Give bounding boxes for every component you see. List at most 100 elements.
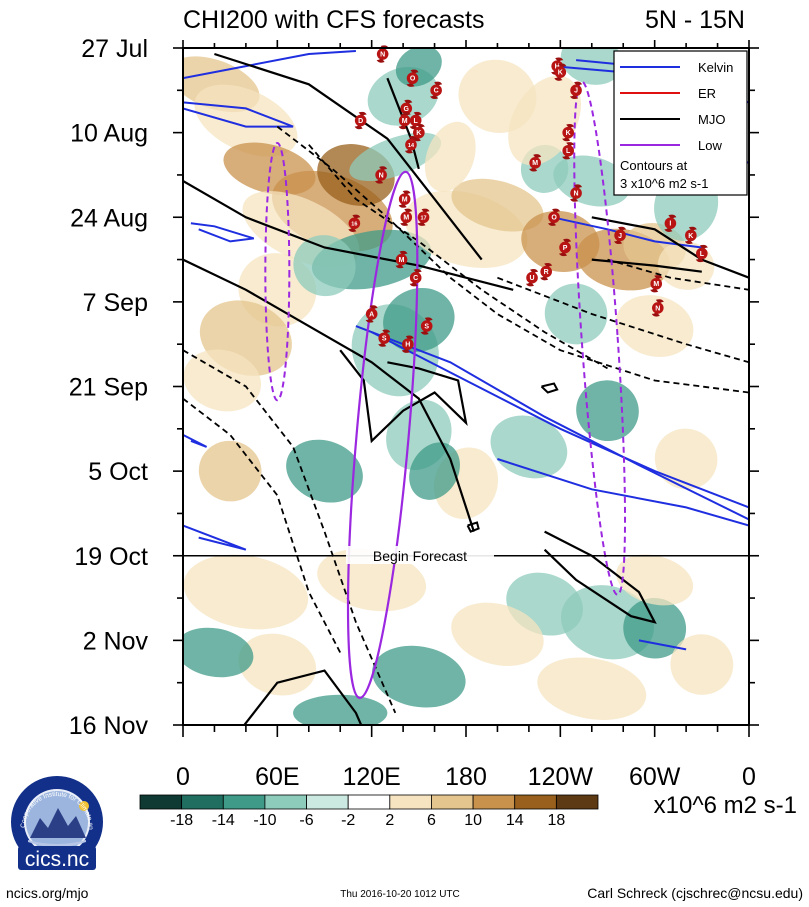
storm-marker: D	[354, 111, 367, 130]
storm-label: M	[653, 281, 659, 288]
legend-label: ER	[698, 86, 716, 101]
storm-label: M	[402, 118, 408, 125]
legend-note-line1: Contours at	[620, 158, 688, 173]
storm-marker: L	[409, 111, 422, 130]
legend-entry: Low	[620, 138, 722, 153]
colorbar-swatch	[222, 794, 266, 810]
chart-title: CHI200 with CFS forecasts	[183, 6, 485, 34]
footer-timestamp: Thu 2016-10-20 1012 UTC	[340, 889, 460, 900]
colorbar-level-label: -2	[341, 812, 355, 829]
storm-marker: S	[420, 317, 433, 335]
y-tick-label: 10 Aug	[70, 120, 148, 148]
colorbar-swatch	[264, 794, 307, 810]
storm-label: L	[414, 118, 419, 125]
storm-label: S	[382, 336, 387, 343]
storm-marker: M	[650, 275, 663, 293]
storm-label: O	[410, 76, 416, 83]
storm-marker: I	[664, 214, 677, 232]
storm-marker: 14	[404, 136, 417, 154]
storm-label: M	[402, 197, 408, 204]
storm-marker: P	[559, 238, 572, 257]
legend-note-line2: 3 x10^6 m2 s-1	[620, 176, 708, 191]
storm-marker: M	[398, 190, 411, 208]
storm-marker: 16	[348, 214, 361, 232]
storm-label: K	[558, 70, 563, 77]
colorbar-level-label: 10	[464, 812, 482, 829]
legend-entry: Kelvin	[620, 60, 733, 75]
legend-entry: ER	[620, 86, 716, 101]
storm-marker: L	[695, 244, 708, 263]
storm-marker: M	[529, 154, 542, 172]
y-tick-label: 16 Nov	[69, 712, 149, 740]
legend-entry: MJO	[620, 112, 725, 127]
y-axis-tick-labels: 27 Jul 10 Aug 24 Aug 7 Sep 21 Sep 5 Oct 19 Oct…	[69, 35, 149, 740]
storm-label: D	[358, 118, 363, 125]
storm-label: M	[532, 160, 538, 167]
colorbar: -18 -14 -10 -6 -2 2 6 10 14 18	[139, 794, 599, 829]
storm-label: N	[655, 305, 660, 312]
colorbar-level-label: 2	[385, 812, 394, 829]
storm-marker: K	[684, 226, 697, 245]
storm-label: 14	[408, 143, 415, 149]
storm-marker: O	[406, 69, 419, 87]
x-tick-label: 0	[742, 763, 756, 791]
colorbar-units: x10^6 m2 s-1	[654, 792, 797, 819]
storm-marker: C	[409, 269, 422, 287]
storm-label: K	[416, 130, 421, 137]
colorbar-swatch	[555, 794, 599, 810]
storm-label: C	[413, 275, 418, 282]
colorbar-swatch	[472, 794, 516, 810]
x-tick-label: 120W	[528, 763, 594, 791]
storm-marker: H	[401, 335, 414, 353]
storm-label: A	[369, 311, 374, 318]
storm-marker: C	[430, 81, 443, 99]
colorbar-swatch	[389, 794, 432, 810]
storm-label: 17	[420, 216, 426, 222]
storm-marker: S	[378, 329, 391, 347]
storm-label: U	[530, 275, 535, 282]
x-axis-tick-labels: 0 60E 120E 180 120W 60W 0	[176, 763, 756, 791]
storm-marker: O	[548, 208, 561, 226]
storm-label: L	[700, 251, 705, 258]
y-tick-label: 27 Jul	[81, 35, 148, 63]
y-tick-label: 5 Oct	[88, 458, 148, 486]
storm-marker: N	[376, 45, 389, 63]
storm-marker: R	[540, 262, 553, 281]
storm-label: S	[424, 323, 429, 330]
storm-label: G	[404, 106, 410, 113]
storm-label: I	[669, 221, 671, 228]
anomaly-shading	[183, 48, 734, 725]
legend-label: MJO	[698, 112, 725, 127]
tropical-cyclone-markers: NOCGDMLK14NMM1716MCASSHHKJKLMHBGNOJIKPLR…	[348, 45, 710, 353]
region-label: 5N - 15N	[645, 6, 745, 34]
storm-marker: K	[562, 123, 575, 142]
storm-label: N	[379, 172, 384, 179]
colorbar-level-label: 18	[547, 812, 565, 829]
storm-label: L	[566, 148, 571, 155]
storm-label: J	[618, 233, 622, 240]
legend: Kelvin ER MJO Low Contours at 3 x10^6 m2 s-…	[613, 50, 748, 196]
storm-marker: J	[614, 226, 627, 245]
axis-ticks	[173, 40, 759, 737]
storm-label: N	[380, 51, 385, 58]
footer-left: ncics.org/mjo	[6, 885, 89, 901]
logo-text: cics.nc	[25, 848, 89, 871]
x-tick-label: 0	[176, 763, 190, 791]
colorbar-swatch	[306, 794, 349, 810]
x-tick-label: 60W	[629, 763, 681, 791]
storm-label: M	[403, 215, 409, 222]
y-tick-label: 24 Aug	[70, 204, 148, 232]
y-tick-label: 2 Nov	[83, 627, 149, 655]
storm-label: P	[563, 245, 568, 252]
storm-label: K	[566, 130, 571, 137]
footer-right: Carl Schreck (cjschrec@ncsu.edu)	[587, 885, 803, 901]
storm-marker: M	[398, 111, 411, 130]
storm-marker: U	[526, 269, 539, 287]
forecast-divider: Begin Forecast	[183, 546, 749, 564]
storm-marker: M	[395, 250, 408, 269]
storm-label: J	[574, 88, 578, 95]
legend-label: Kelvin	[698, 60, 733, 75]
colorbar-level-label: -18	[170, 812, 193, 829]
begin-forecast-label: Begin Forecast	[373, 548, 467, 564]
